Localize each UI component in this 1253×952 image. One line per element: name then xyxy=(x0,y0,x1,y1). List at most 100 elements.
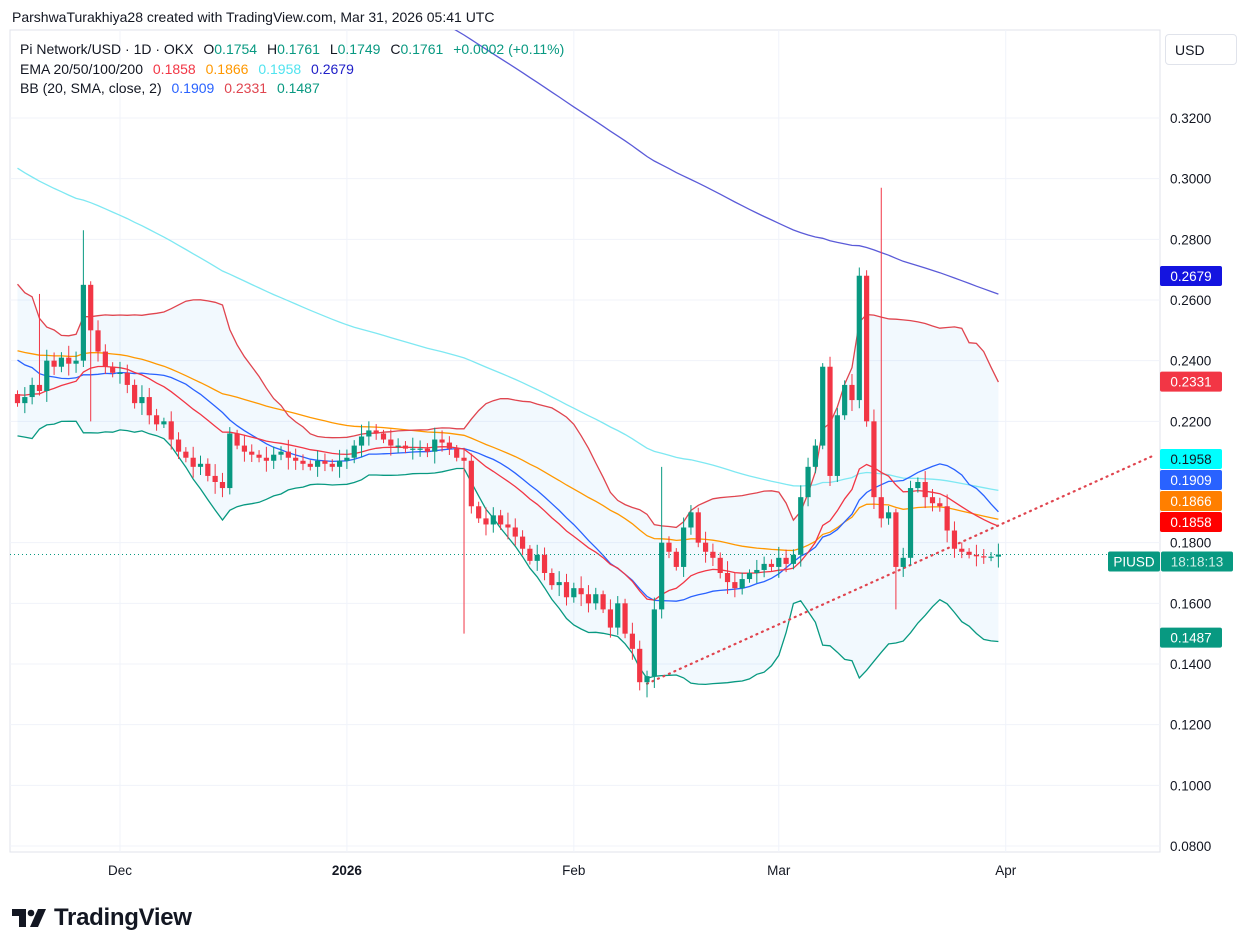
candle[interactable] xyxy=(988,552,994,562)
candle[interactable] xyxy=(146,387,152,425)
candle[interactable] xyxy=(827,356,833,486)
candle[interactable] xyxy=(439,430,445,452)
candle[interactable] xyxy=(519,530,526,556)
candle[interactable] xyxy=(783,549,789,573)
candle[interactable] xyxy=(36,293,43,396)
candle[interactable] xyxy=(732,572,738,598)
candle[interactable] xyxy=(110,362,116,378)
candle[interactable] xyxy=(454,444,460,462)
candle[interactable] xyxy=(498,509,504,530)
candle[interactable] xyxy=(959,542,965,559)
candle[interactable] xyxy=(168,411,174,450)
candle[interactable] xyxy=(637,640,643,691)
candle[interactable] xyxy=(951,521,958,558)
candle[interactable] xyxy=(271,446,277,469)
candle[interactable] xyxy=(798,485,804,567)
candle[interactable] xyxy=(476,501,482,523)
candle[interactable] xyxy=(805,457,811,507)
candle[interactable] xyxy=(702,531,709,563)
candle[interactable] xyxy=(593,587,599,610)
candle[interactable] xyxy=(673,548,679,571)
candle[interactable] xyxy=(666,536,672,559)
candle[interactable] xyxy=(929,488,936,512)
legend-ema-row[interactable]: EMA 20/50/100/200 0.1858 0.1866 0.1958 0… xyxy=(20,60,570,80)
candle[interactable] xyxy=(527,545,533,565)
candle[interactable] xyxy=(871,409,877,509)
candle[interactable] xyxy=(688,505,694,535)
tradingview-logo[interactable]: TradingView xyxy=(12,904,192,932)
candle[interactable] xyxy=(153,408,160,431)
candle[interactable] xyxy=(417,440,423,457)
candle[interactable] xyxy=(58,352,65,373)
candle[interactable] xyxy=(578,576,584,607)
candle[interactable] xyxy=(761,556,767,578)
candle[interactable] xyxy=(900,547,906,577)
candle[interactable] xyxy=(205,458,211,482)
candle[interactable] xyxy=(402,441,409,454)
candle[interactable] xyxy=(388,429,394,456)
time-axis[interactable]: Dec 2026 Feb Mar Apr xyxy=(108,863,1017,878)
candle[interactable] xyxy=(995,543,1001,568)
candle[interactable] xyxy=(483,507,489,536)
candle[interactable] xyxy=(893,508,899,610)
candle[interactable] xyxy=(856,267,862,409)
candle[interactable] xyxy=(300,454,306,471)
candle[interactable] xyxy=(227,427,233,495)
candle[interactable] xyxy=(600,590,606,614)
candle[interactable] xyxy=(607,599,614,638)
candle[interactable] xyxy=(717,552,723,579)
candle[interactable] xyxy=(278,446,284,461)
candle[interactable] xyxy=(629,622,635,660)
candle[interactable] xyxy=(373,424,379,440)
candle[interactable] xyxy=(549,568,555,590)
candle[interactable] xyxy=(563,573,570,606)
candle[interactable] xyxy=(139,385,145,415)
candle[interactable] xyxy=(571,582,577,603)
candle[interactable] xyxy=(22,387,28,414)
candle[interactable] xyxy=(534,544,540,571)
candle[interactable] xyxy=(183,447,189,463)
candle[interactable] xyxy=(285,439,291,470)
candle[interactable] xyxy=(746,569,753,583)
candle[interactable] xyxy=(117,361,123,384)
candle[interactable] xyxy=(615,596,621,635)
price-axis[interactable]: 0.3200 0.3000 0.2800 0.2600 0.2400 0.2200 0.18… xyxy=(1170,111,1211,854)
legend-bb-row[interactable]: BB (20, SMA, close, 2) 0.1909 0.2331 0.1… xyxy=(20,79,570,99)
candle[interactable] xyxy=(88,281,94,422)
candle[interactable] xyxy=(446,436,452,455)
candle[interactable] xyxy=(212,464,218,494)
candle[interactable] xyxy=(95,320,101,362)
candle[interactable] xyxy=(556,571,562,597)
candle[interactable] xyxy=(754,559,760,584)
candle[interactable] xyxy=(768,559,775,572)
candle[interactable] xyxy=(937,497,943,512)
candle[interactable] xyxy=(461,447,467,634)
candle[interactable] xyxy=(219,472,226,498)
candle[interactable] xyxy=(293,448,299,470)
candle[interactable] xyxy=(358,424,365,458)
candle[interactable] xyxy=(585,585,592,613)
candle[interactable] xyxy=(981,549,987,564)
candle[interactable] xyxy=(944,494,950,543)
candle[interactable] xyxy=(724,561,731,594)
candle[interactable] xyxy=(315,450,321,477)
candle[interactable] xyxy=(468,453,474,514)
candle[interactable] xyxy=(366,421,372,446)
candle[interactable] xyxy=(878,187,884,528)
candle[interactable] xyxy=(197,455,204,476)
candle[interactable] xyxy=(659,466,665,619)
candle[interactable] xyxy=(322,453,328,472)
candle[interactable] xyxy=(849,374,855,412)
candle[interactable] xyxy=(885,505,892,525)
candle[interactable] xyxy=(966,548,972,559)
candle[interactable] xyxy=(739,572,745,595)
candle[interactable] xyxy=(175,432,182,459)
candle[interactable] xyxy=(190,446,196,478)
candle[interactable] xyxy=(51,352,57,375)
candle[interactable] xyxy=(14,390,21,407)
candle[interactable] xyxy=(307,460,313,471)
candle[interactable] xyxy=(710,543,716,567)
candle[interactable] xyxy=(329,459,335,472)
candle[interactable] xyxy=(241,435,248,462)
